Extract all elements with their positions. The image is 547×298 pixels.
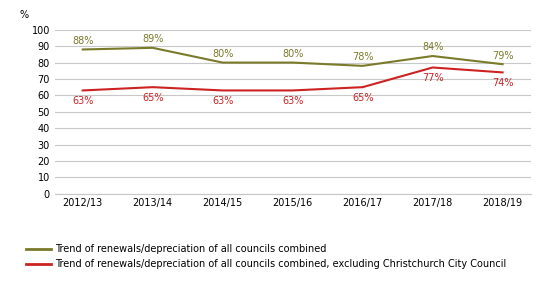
- Text: 65%: 65%: [142, 93, 164, 103]
- Text: 89%: 89%: [142, 34, 164, 44]
- Text: 77%: 77%: [422, 73, 444, 83]
- Text: 84%: 84%: [422, 43, 443, 52]
- Text: 63%: 63%: [212, 96, 234, 106]
- Text: 63%: 63%: [72, 96, 94, 106]
- Text: 63%: 63%: [282, 96, 304, 106]
- Text: 78%: 78%: [352, 52, 374, 62]
- Text: 79%: 79%: [492, 51, 513, 61]
- Text: 80%: 80%: [282, 49, 304, 59]
- Text: 88%: 88%: [72, 36, 94, 46]
- Text: %: %: [19, 10, 28, 20]
- Text: 80%: 80%: [212, 49, 234, 59]
- Legend: Trend of renewals/depreciation of all councils combined, Trend of renewals/depre: Trend of renewals/depreciation of all co…: [26, 244, 507, 269]
- Text: 65%: 65%: [352, 93, 374, 103]
- Text: 74%: 74%: [492, 78, 513, 88]
